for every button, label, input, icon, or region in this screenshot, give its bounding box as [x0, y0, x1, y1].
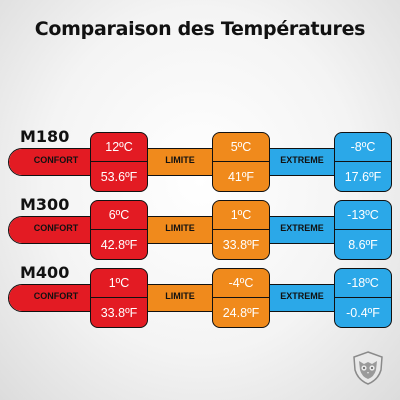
limit-fahrenheit: 24.8ºF: [222, 305, 260, 320]
extreme-celsius: -13ºC: [335, 201, 391, 230]
limit-value-box: 1ºC 33.8ºF: [212, 200, 270, 260]
extreme-fahrenheit: 17.6ºF: [344, 169, 382, 184]
model-label: M180: [20, 127, 70, 146]
extreme-value-box: -8ºC 17.6ºF: [334, 132, 392, 192]
temperature-row-m180: M180 CONFORT LIMITE EXTREME 12ºC 53.6ºF …: [0, 127, 400, 197]
comfort-label: CONFORT: [33, 291, 79, 301]
extreme-celsius: -8ºC: [335, 133, 391, 162]
limit-label: LIMITE: [165, 155, 195, 165]
limit-celsius: -4ºC: [213, 269, 269, 298]
model-label: M300: [20, 195, 70, 214]
extreme-celsius: -18ºC: [335, 269, 391, 298]
comfort-celsius: 6ºC: [91, 201, 147, 230]
comfort-value-box: 12ºC 53.6ºF: [90, 132, 148, 192]
comfort-label: CONFORT: [33, 223, 79, 233]
limit-label: LIMITE: [165, 223, 195, 233]
limit-fahrenheit: 33.8ºF: [222, 237, 260, 252]
extreme-fahrenheit: 8.6ºF: [348, 237, 378, 252]
comfort-fahrenheit: 42.8ºF: [100, 237, 138, 252]
temperature-row-m300: M300 CONFORT LIMITE EXTREME 6ºC 42.8ºF 1…: [0, 195, 400, 265]
comfort-celsius: 12ºC: [91, 133, 147, 162]
limit-value-box: 5ºC 41ºF: [212, 132, 270, 192]
limit-celsius: 1ºC: [213, 201, 269, 230]
limit-celsius: 5ºC: [213, 133, 269, 162]
temperature-row-m400: M400 CONFORT LIMITE EXTREME 1ºC 33.8ºF -…: [0, 263, 400, 333]
comfort-fahrenheit: 33.8ºF: [100, 305, 138, 320]
comfort-label: CONFORT: [33, 155, 79, 165]
extreme-label: EXTREME: [280, 291, 324, 301]
owl-shield-icon: [350, 350, 386, 386]
comfort-value-box: 6ºC 42.8ºF: [90, 200, 148, 260]
extreme-value-box: -13ºC 8.6ºF: [334, 200, 392, 260]
limit-fahrenheit: 41ºF: [227, 169, 255, 184]
comfort-value-box: 1ºC 33.8ºF: [90, 268, 148, 328]
extreme-label: EXTREME: [280, 155, 324, 165]
extreme-label: EXTREME: [280, 223, 324, 233]
limit-value-box: -4ºC 24.8ºF: [212, 268, 270, 328]
extreme-fahrenheit: -0.4ºF: [346, 305, 380, 320]
comfort-fahrenheit: 53.6ºF: [100, 169, 138, 184]
extreme-value-box: -18ºC -0.4ºF: [334, 268, 392, 328]
limit-label: LIMITE: [165, 291, 195, 301]
page-title: Comparaison des Températures: [34, 18, 366, 40]
comfort-celsius: 1ºC: [91, 269, 147, 298]
model-label: M400: [20, 263, 70, 282]
